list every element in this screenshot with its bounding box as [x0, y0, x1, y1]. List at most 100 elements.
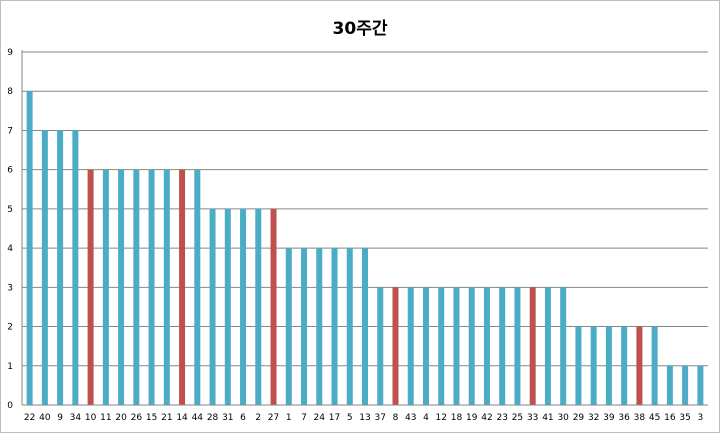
x-tick-label: 3	[698, 413, 704, 423]
y-tick-labels: 0 1 2 3 4 5 6 7 8 9	[7, 48, 13, 411]
x-tick-label: 35	[679, 413, 690, 423]
x-tick-label: 44	[192, 413, 204, 423]
bar-36	[621, 326, 628, 405]
chart-title: 30주간	[332, 19, 388, 39]
bar-13	[362, 248, 368, 405]
bar-28	[209, 208, 216, 405]
bar-15	[148, 169, 155, 405]
bar-23	[499, 287, 506, 405]
bar-22	[26, 91, 33, 405]
axes	[21, 50, 708, 406]
x-tick-label: 10	[85, 413, 97, 423]
x-tick-label: 11	[100, 413, 111, 423]
bar-17	[331, 248, 338, 405]
bar-12	[438, 287, 445, 405]
bar-39	[605, 326, 612, 405]
bar-4	[422, 287, 429, 405]
bar-6	[240, 208, 247, 405]
x-tick-label: 14	[176, 413, 188, 423]
y-tick-label: 7	[7, 126, 13, 136]
x-tick-label: 34	[70, 413, 82, 423]
x-tick-label: 41	[542, 413, 553, 423]
bar-26	[133, 169, 140, 405]
y-tick-label: 0	[7, 401, 13, 411]
bar-14	[179, 169, 186, 405]
x-tick-label: 29	[573, 413, 585, 423]
x-tick-label: 6	[240, 413, 246, 423]
x-tick-label: 28	[207, 413, 219, 423]
x-tick-label: 26	[131, 413, 143, 423]
bar-7	[301, 248, 308, 405]
bar-43	[407, 287, 414, 405]
x-tick-label: 36	[618, 413, 630, 423]
x-tick-label: 42	[481, 413, 492, 423]
bar-18	[453, 287, 460, 405]
x-tick-label: 15	[146, 413, 157, 423]
x-tick-label: 20	[115, 413, 127, 423]
y-tick-label: 3	[7, 283, 13, 293]
x-tick-label: 40	[39, 413, 51, 423]
bar-5	[346, 248, 353, 405]
bar-37	[377, 287, 384, 405]
x-tick-label: 43	[405, 413, 416, 423]
bar-38	[636, 326, 643, 405]
x-tick-label: 30	[557, 413, 569, 423]
y-tick-label: 8	[7, 87, 13, 97]
x-tick-label: 17	[329, 413, 340, 423]
bar-16	[666, 365, 673, 405]
bar-30	[560, 287, 567, 405]
x-tick-label: 16	[664, 413, 676, 423]
x-tick-label: 38	[634, 413, 646, 423]
y-tick-label: 2	[7, 323, 13, 333]
bar-44	[194, 169, 201, 405]
x-tick-label: 45	[649, 413, 660, 423]
x-tick-label: 7	[301, 413, 307, 423]
x-tick-label: 21	[161, 413, 172, 423]
bars	[26, 91, 704, 405]
y-tick-label: 4	[7, 244, 13, 254]
bar-45	[651, 326, 658, 405]
bar-24	[316, 248, 323, 405]
x-tick-label: 1	[286, 413, 292, 423]
y-tick-label: 9	[7, 48, 13, 58]
bar-21	[163, 169, 170, 405]
x-tick-label: 22	[24, 413, 35, 423]
x-tick-label: 13	[359, 413, 370, 423]
bar-3	[697, 365, 704, 405]
bar-42	[483, 287, 490, 405]
bar-41	[544, 287, 551, 405]
bar-1	[285, 248, 292, 405]
x-tick-label: 8	[393, 413, 399, 423]
y-tick-label: 5	[7, 205, 13, 215]
x-tick-label: 19	[466, 413, 478, 423]
x-tick-label: 5	[347, 413, 353, 423]
x-tick-label: 32	[588, 413, 599, 423]
bar-27	[270, 208, 277, 405]
bar-33	[529, 287, 536, 405]
x-tick-label: 39	[603, 413, 615, 423]
bar-19	[468, 287, 475, 405]
x-tick-label: 23	[496, 413, 507, 423]
x-tick-labels: 22 40 9 34 10 11 20 26 15 21 14 44 28 31 6 2 27 1 7 24 17 5 13…	[24, 413, 703, 423]
bar-25	[514, 287, 521, 405]
bar-29	[575, 326, 582, 405]
x-tick-label: 18	[451, 413, 463, 423]
x-tick-label: 9	[57, 413, 63, 423]
bar-11	[102, 169, 109, 405]
x-tick-label: 37	[375, 413, 386, 423]
x-tick-label: 33	[527, 413, 538, 423]
x-tick-label: 24	[314, 413, 326, 423]
y-tick-label: 1	[7, 362, 13, 372]
bar-8	[392, 287, 399, 405]
bar-32	[590, 326, 597, 405]
bar-10	[87, 169, 94, 405]
bar-34	[72, 130, 79, 405]
x-tick-label: 2	[255, 413, 261, 423]
bar-20	[118, 169, 125, 405]
bar-35	[682, 365, 689, 405]
y-tick-label: 6	[7, 166, 13, 176]
x-tick-label: 25	[512, 413, 523, 423]
bar-40	[41, 130, 48, 405]
bar-9	[57, 130, 64, 405]
